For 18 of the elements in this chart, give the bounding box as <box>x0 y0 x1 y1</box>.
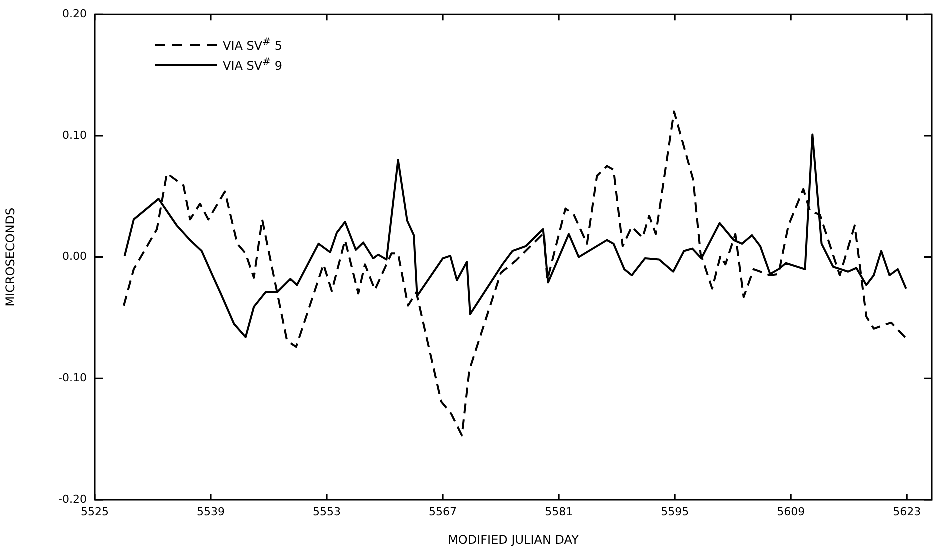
y-tick-label: 0.10 <box>62 128 87 142</box>
legend-label: VIA SV$^{#}$ 9 <box>223 56 282 73</box>
x-tick-label: 5567 <box>429 505 458 518</box>
x-tick-label: 5623 <box>893 505 922 518</box>
x-tick-label: 5553 <box>313 505 342 518</box>
x-tick-label: 5609 <box>777 505 806 518</box>
x-tick-label: 5539 <box>197 505 226 518</box>
x-tick-label: 5525 <box>81 505 109 518</box>
y-tick-label: 0.00 <box>62 250 87 264</box>
x-axis-title: MODIFIED JULIAN DAY <box>448 532 580 547</box>
y-axis-title: MICROSECONDS <box>3 208 18 307</box>
x-tick-label: 5581 <box>545 505 574 518</box>
x-tick-label: 5595 <box>661 505 690 518</box>
y-tick-label: -0.20 <box>58 492 87 506</box>
y-tick-label: -0.10 <box>58 372 87 385</box>
legend-label: VIA SV$^{#}$ 5 <box>223 36 282 53</box>
y-tick-label: 0.20 <box>62 7 87 20</box>
line-series <box>123 110 908 437</box>
